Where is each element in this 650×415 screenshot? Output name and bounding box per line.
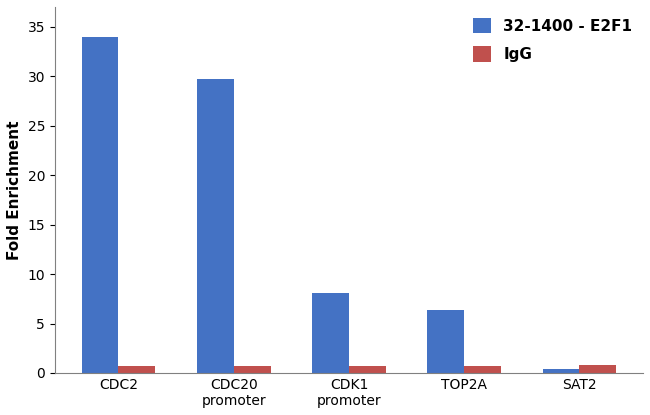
Bar: [197, 79, 234, 373]
Y-axis label: Fold Enrichment: Fold Enrichment: [7, 120, 22, 260]
Bar: [82, 37, 118, 373]
Bar: [464, 366, 501, 373]
Bar: [427, 310, 464, 373]
Bar: [579, 365, 616, 373]
Legend: 32-1400 - E2F1, IgG: 32-1400 - E2F1, IgG: [467, 12, 638, 68]
Bar: [349, 366, 386, 373]
Bar: [543, 369, 579, 373]
Bar: [312, 293, 349, 373]
Bar: [234, 366, 270, 373]
Bar: [118, 366, 155, 373]
